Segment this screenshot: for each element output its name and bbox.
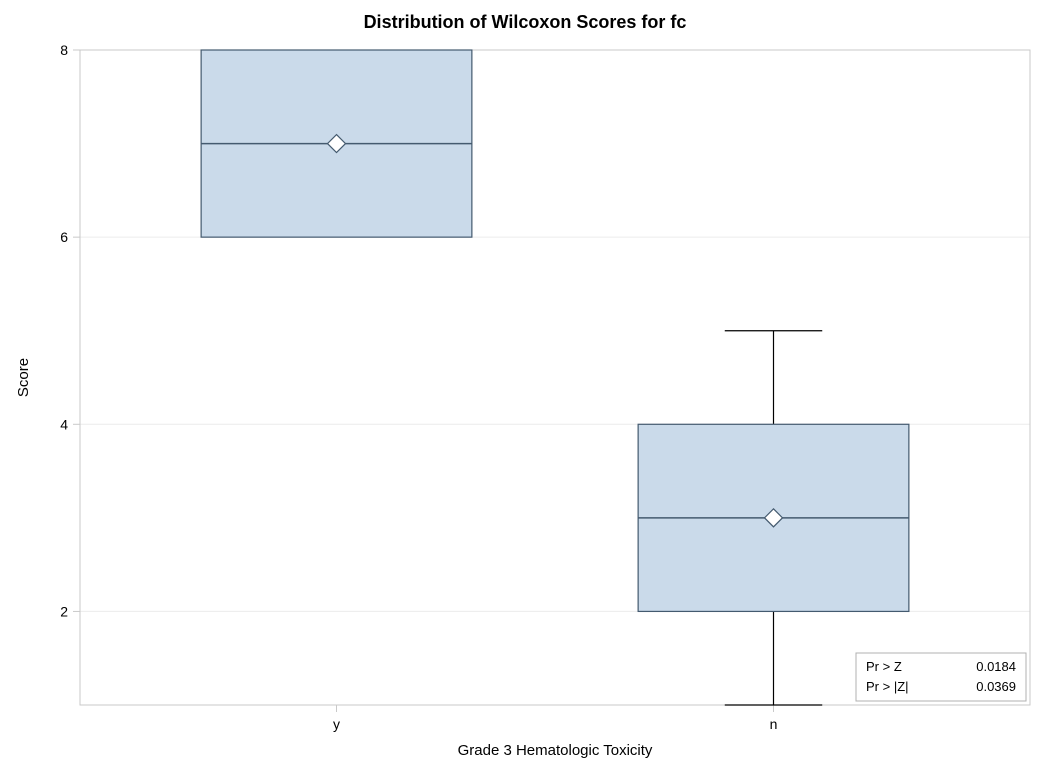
y-tick-label: 4 (60, 416, 68, 432)
chart-svg: Distribution of Wilcoxon Scores for fc 2 4… (0, 0, 1050, 775)
stats-label: Pr > Z (866, 659, 902, 674)
x-tick-label: n (770, 716, 778, 732)
boxplot-chart: Distribution of Wilcoxon Scores for fc 2 4… (0, 0, 1050, 775)
chart-title: Distribution of Wilcoxon Scores for fc (364, 12, 687, 32)
stats-value: 0.0184 (976, 659, 1016, 674)
stats-box: Pr > Z 0.0184 Pr > |Z| 0.0369 (856, 653, 1026, 701)
y-tick-label: 6 (60, 229, 68, 245)
stats-label: Pr > |Z| (866, 679, 909, 694)
y-axis-label: Score (15, 358, 32, 397)
x-axis-label: Grade 3 Hematologic Toxicity (458, 742, 653, 759)
stats-value: 0.0369 (976, 679, 1016, 694)
box-y (201, 50, 472, 237)
y-tick-label: 8 (60, 42, 68, 58)
x-tick-label: y (333, 716, 340, 732)
y-tick-label: 2 (60, 603, 68, 619)
